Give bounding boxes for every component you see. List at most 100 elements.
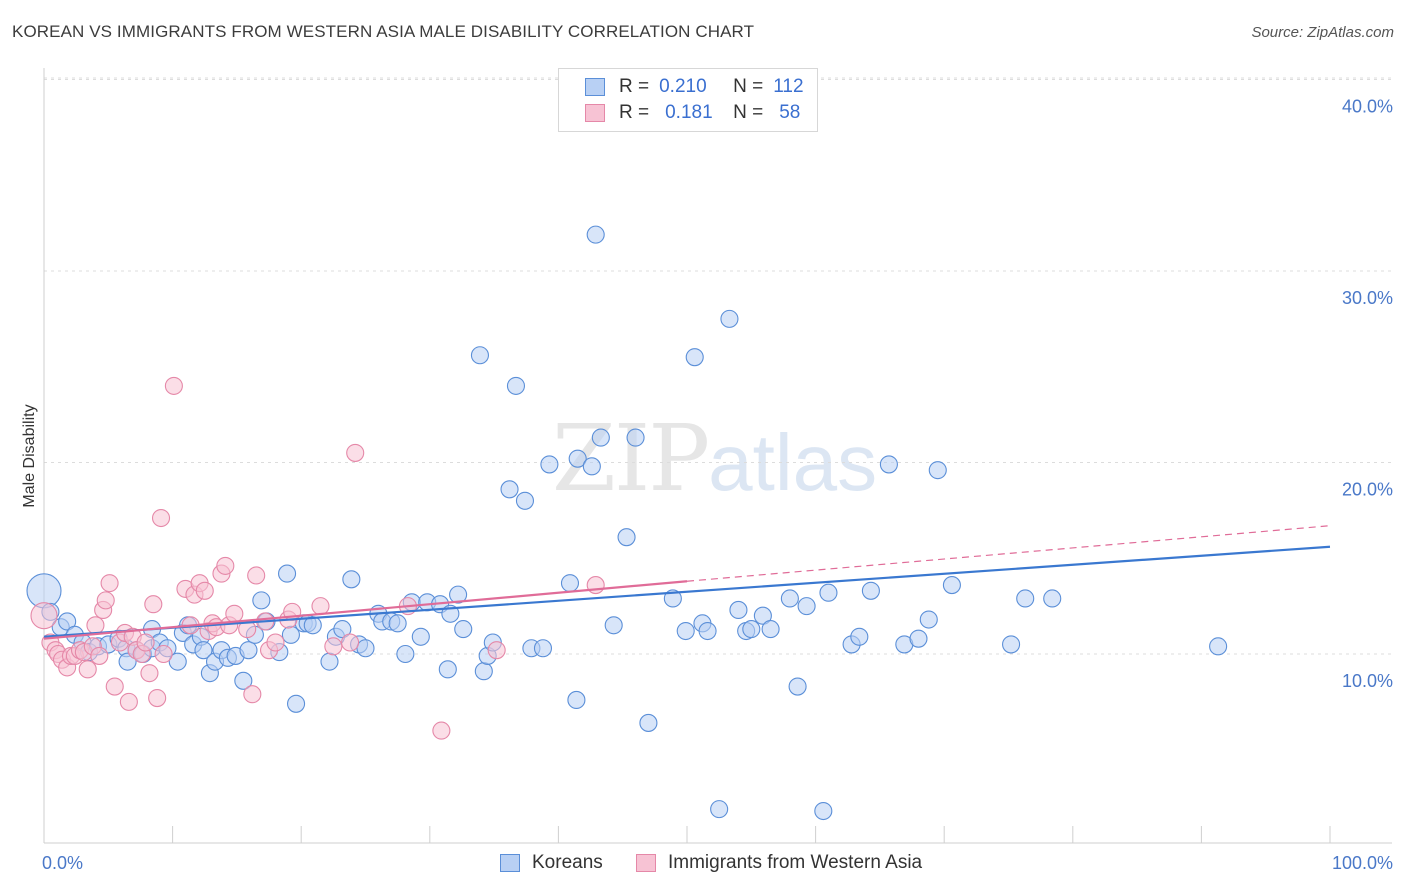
legend-row-koreans: R = 0.210 N = 112 xyxy=(585,75,804,99)
western-asia-point xyxy=(78,660,97,679)
axes xyxy=(43,68,1392,844)
koreans-point xyxy=(729,600,748,620)
western-asia-point xyxy=(243,685,262,704)
koreans-point xyxy=(500,480,519,499)
legend-n-label: N = xyxy=(733,102,764,123)
koreans-point xyxy=(356,639,375,658)
koreans-point xyxy=(470,346,490,365)
koreans-point xyxy=(604,616,623,635)
trend-line-western-asia xyxy=(43,580,688,640)
tick-labels: 10.0% 20.0% 30.0% 40.0% 0.0% 100.0% xyxy=(42,97,1393,874)
western-asia-point xyxy=(136,633,155,652)
western-asia-point xyxy=(140,664,159,683)
koreans-point xyxy=(617,528,636,547)
koreans-point xyxy=(287,694,306,713)
koreans-point xyxy=(582,457,601,476)
chart-title: KOREAN VS IMMIGRANTS FROM WESTERN ASIA M… xyxy=(12,22,755,41)
koreans-point xyxy=(753,606,772,625)
koreans-point xyxy=(879,455,898,474)
x-tick-label: 0.0% xyxy=(42,853,83,873)
y-tick-label: 40.0% xyxy=(1342,97,1393,117)
koreans-point xyxy=(1043,589,1062,608)
series-koreans xyxy=(26,225,1228,821)
trend-lines xyxy=(43,525,1331,640)
bottom-legend-label-western-asia: Immigrants from Western Asia xyxy=(668,852,923,873)
koreans-point xyxy=(168,652,187,671)
western-asia-point xyxy=(119,692,138,711)
koreans-point xyxy=(239,641,258,660)
y-tick-label: 20.0% xyxy=(1342,480,1393,500)
koreans-point xyxy=(685,348,704,367)
western-asia-point xyxy=(100,574,119,593)
western-asia-point xyxy=(225,604,244,623)
koreans-point xyxy=(591,428,610,447)
koreans-point xyxy=(454,620,473,639)
bottom-legend-swatch-koreans xyxy=(500,854,520,872)
y-tick-label: 30.0% xyxy=(1342,288,1393,308)
correlation-legend: R = 0.210 N = 112 R = 0.181 N = 58 xyxy=(558,68,818,132)
western-asia-point xyxy=(151,508,171,528)
koreans-point xyxy=(797,597,816,616)
western-asia-point xyxy=(195,581,214,600)
koreans-point xyxy=(234,671,253,690)
bottom-legend-western-asia: Immigrants from Western Asia xyxy=(636,852,922,874)
x-tick-label: 100.0% xyxy=(1332,853,1393,873)
western-asia-point xyxy=(86,616,105,635)
koreans-point xyxy=(663,589,682,608)
koreans-point xyxy=(861,581,880,600)
koreans-point xyxy=(626,428,645,447)
legend-r-label: R = xyxy=(619,76,650,97)
legend-n-label: N = xyxy=(733,76,764,97)
koreans-point xyxy=(194,641,213,660)
koreans-point xyxy=(639,713,658,732)
western-asia-point xyxy=(341,633,360,652)
series-western-asia xyxy=(30,376,605,740)
legend-swatch-koreans xyxy=(585,78,605,96)
koreans-point xyxy=(474,662,493,681)
legend-n-value-western-asia: 58 xyxy=(779,102,801,123)
trend-line-koreans xyxy=(43,545,1331,638)
koreans-point xyxy=(850,627,869,646)
y-axis-label: Male Disability xyxy=(21,404,38,507)
koreans-point xyxy=(515,491,535,510)
western-asia-point xyxy=(105,677,124,696)
koreans-point xyxy=(506,376,526,395)
western-asia-point xyxy=(266,633,285,652)
koreans-point xyxy=(909,629,928,648)
koreans-point xyxy=(676,621,695,641)
koreans-point xyxy=(919,610,938,629)
koreans-point xyxy=(438,660,457,679)
western-asia-point xyxy=(144,595,163,614)
koreans-point xyxy=(388,614,407,633)
koreans-point xyxy=(942,576,961,595)
legend-n-value-koreans: 112 xyxy=(773,76,804,97)
western-asia-point xyxy=(154,644,173,664)
bottom-legend-label-koreans: Koreans xyxy=(532,852,603,873)
koreans-point xyxy=(1016,589,1035,608)
koreans-point xyxy=(278,564,297,583)
western-asia-point xyxy=(324,637,343,656)
koreans-point xyxy=(342,570,361,589)
western-asia-point xyxy=(30,602,58,630)
koreans-point xyxy=(1209,637,1228,656)
koreans-point xyxy=(819,583,838,602)
western-asia-point xyxy=(487,641,506,660)
western-asia-point xyxy=(90,646,109,665)
western-asia-point xyxy=(164,376,183,395)
koreans-point xyxy=(58,612,77,631)
koreans-point xyxy=(1002,635,1021,654)
koreans-point xyxy=(252,591,271,610)
western-asia-point xyxy=(216,556,235,575)
koreans-point xyxy=(814,801,833,821)
legend-swatch-western-asia xyxy=(585,104,605,122)
western-asia-point xyxy=(311,597,330,616)
koreans-point xyxy=(586,225,605,244)
western-asia-point xyxy=(148,688,167,708)
legend-r-value-koreans: 0.210 xyxy=(659,76,707,97)
koreans-point xyxy=(320,652,339,671)
legend-row-western-asia: R = 0.181 N = 58 xyxy=(585,101,800,125)
koreans-point xyxy=(540,455,559,474)
watermark-atlas: atlas xyxy=(708,418,878,507)
koreans-point xyxy=(333,620,352,639)
koreans-point xyxy=(720,309,739,328)
